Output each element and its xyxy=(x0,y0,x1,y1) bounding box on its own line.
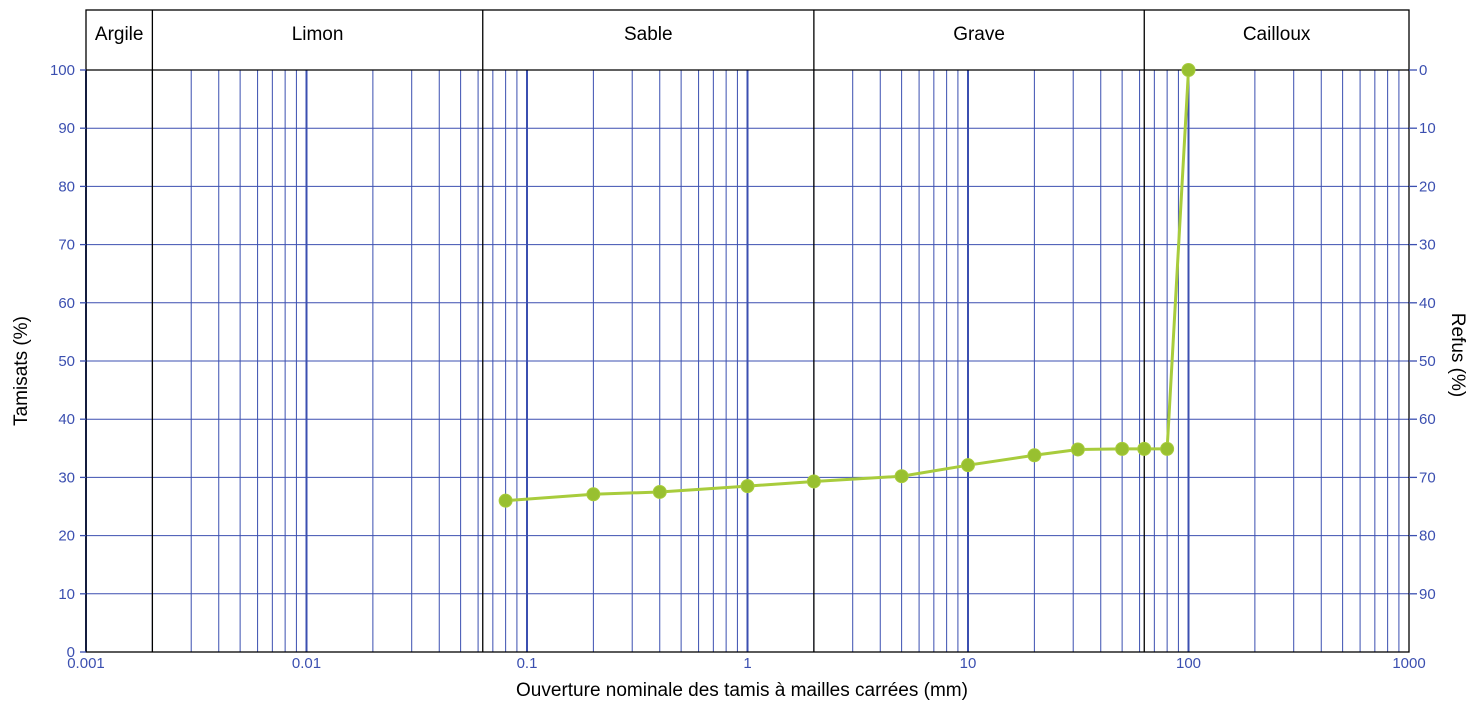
x-axis-title: Ouverture nominale des tamis à mailles c… xyxy=(516,680,968,701)
band-label: Cailloux xyxy=(1243,24,1311,45)
series-line xyxy=(505,69,1190,503)
y2-tick-label: 90 xyxy=(1419,586,1436,603)
y-tick-label: 30 xyxy=(58,469,75,486)
y-tick-label: 50 xyxy=(58,353,75,370)
y2-tick-label: 50 xyxy=(1419,353,1436,370)
data-point xyxy=(1027,448,1042,463)
y2-tick-label: 30 xyxy=(1419,237,1436,254)
y2-tick-label: 0 xyxy=(1419,62,1427,79)
y2-tick-label: 20 xyxy=(1419,178,1436,195)
data-point xyxy=(894,469,909,484)
data-point xyxy=(961,458,975,473)
frame-border xyxy=(85,9,1410,653)
y2-tick-label: 40 xyxy=(1419,295,1436,312)
data-point xyxy=(498,493,513,508)
data-point xyxy=(1115,441,1130,456)
y-axis-title: Tamisats (%) xyxy=(11,316,32,426)
y-tick-label: 90 xyxy=(58,120,75,137)
y-tick-label: 0 xyxy=(67,644,75,661)
y2-tick-label: 60 xyxy=(1419,411,1436,428)
y2-tick-label: 10 xyxy=(1419,120,1436,137)
data-point xyxy=(1137,441,1152,456)
band-label: Grave xyxy=(953,24,1005,45)
y-tick-label: 80 xyxy=(58,178,75,195)
band-label: Sable xyxy=(624,24,673,45)
x-tick-label: 1000 xyxy=(1392,655,1425,672)
band-label: Argile xyxy=(95,24,144,45)
x-tick-label: 1 xyxy=(743,655,751,672)
x-tick-label: 0.001 xyxy=(67,655,105,672)
y-tick-label: 20 xyxy=(58,528,75,545)
data-point xyxy=(1160,441,1175,456)
x-tick-label: 0.01 xyxy=(292,655,321,672)
grid xyxy=(85,69,1409,653)
y2-tick-label: 80 xyxy=(1419,528,1436,545)
data-point xyxy=(740,479,755,494)
soil-class-bands: Argile Limon Sable Grave Cailloux xyxy=(95,10,1311,652)
data-point xyxy=(806,474,821,489)
x-tick-label: 0.1 xyxy=(517,655,538,672)
data-point xyxy=(586,487,601,502)
y-tick-label: 100 xyxy=(50,62,75,79)
y-tick-label: 10 xyxy=(58,586,75,603)
y-tick-label: 60 xyxy=(58,295,75,312)
data-point xyxy=(1070,442,1085,457)
x-tick-label: 10 xyxy=(960,655,977,672)
y-tick-label: 40 xyxy=(58,411,75,428)
data-point xyxy=(652,484,667,499)
data-point xyxy=(1181,63,1196,77)
y-tick-label: 70 xyxy=(58,237,75,254)
y2-tick-label: 70 xyxy=(1419,469,1436,486)
x-tick-label: 100 xyxy=(1176,655,1201,672)
series xyxy=(498,63,1196,508)
band-label: Limon xyxy=(292,24,344,45)
y2-axis-title: Refus (%) xyxy=(1447,313,1468,397)
